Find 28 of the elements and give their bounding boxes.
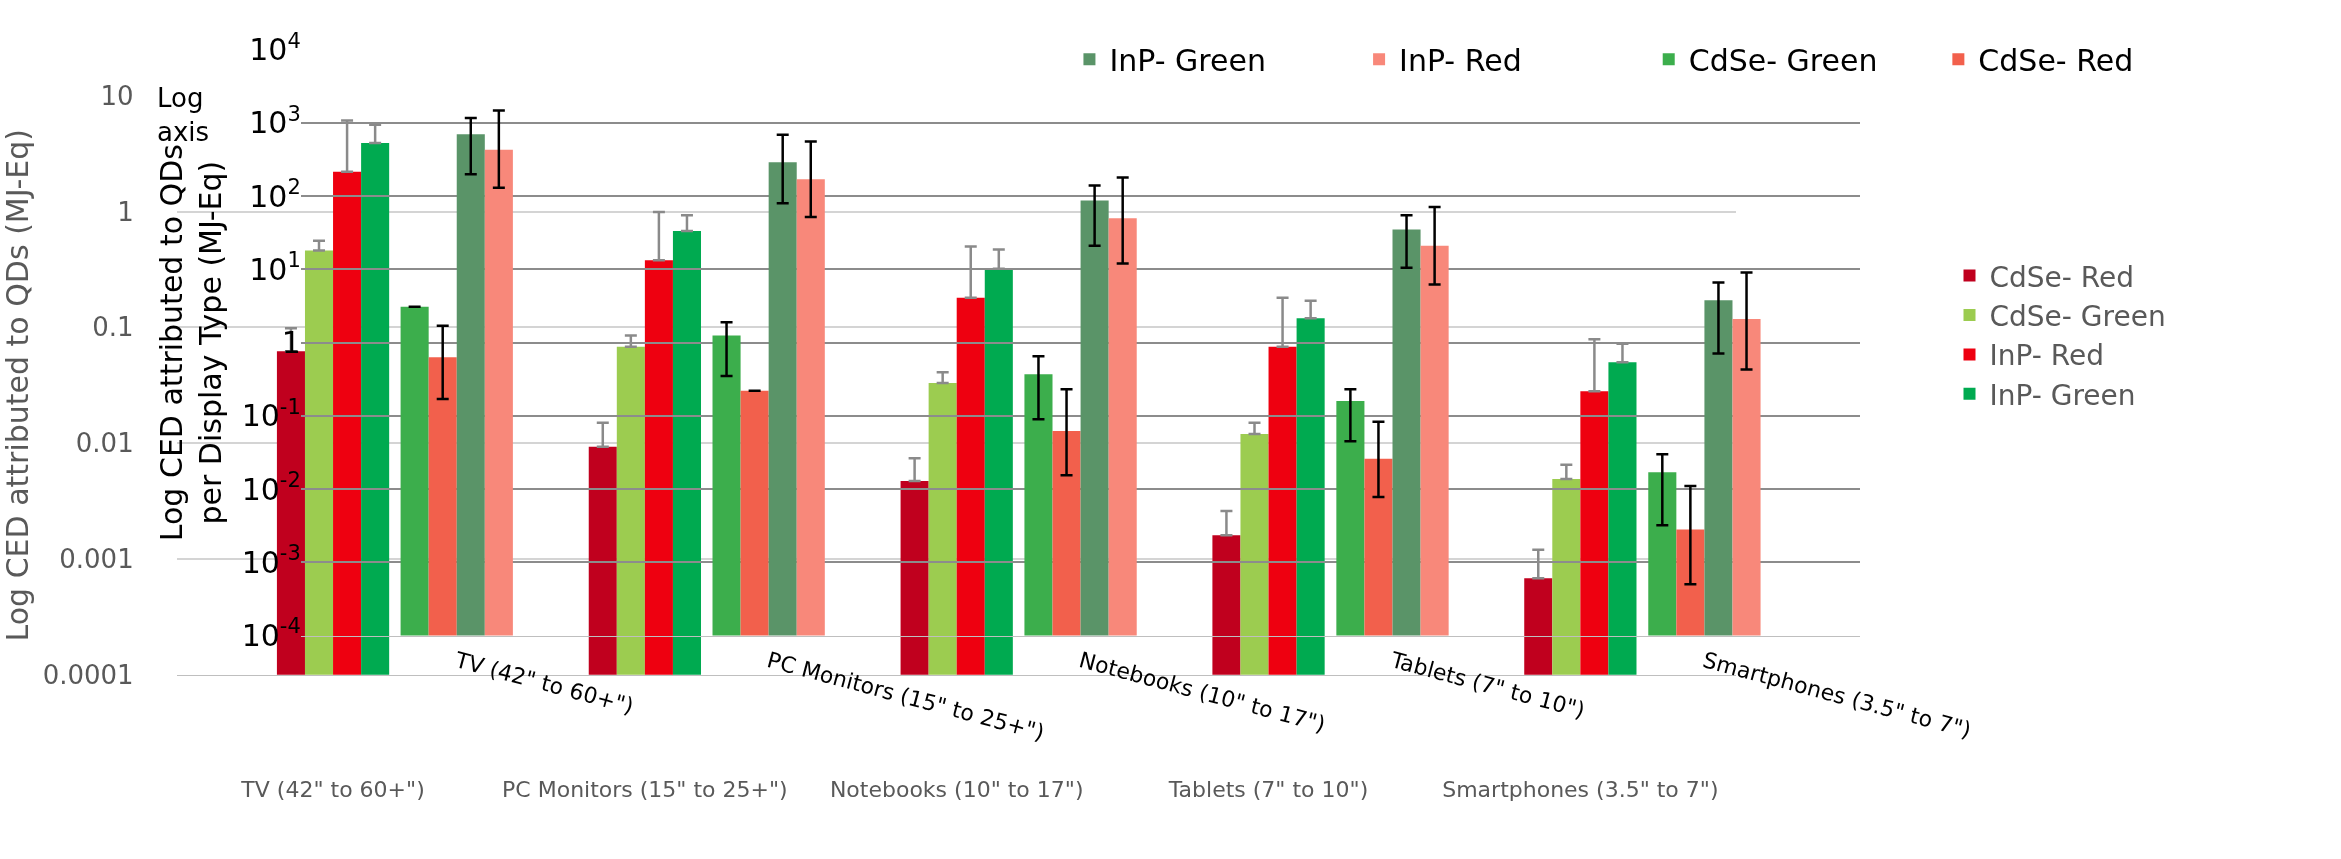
x-tick-label: Notebooks (10" to 17") [829, 777, 1084, 803]
legend-label: CdSe- Green [1989, 299, 2166, 333]
y-tick-label: 0.01 [75, 428, 134, 459]
x-tick-label: Tablets (7" to 10") [1387, 646, 1588, 723]
y-tick-label: 1 [281, 325, 301, 361]
legend-label: InP- Red [1989, 339, 2104, 373]
y-tick-label: 10$^{2}$ [249, 175, 301, 214]
y-tick-label: 0.1 [92, 312, 134, 343]
legend-label: InP- Green [1109, 43, 1266, 79]
legend-label: CdSe- Red [1989, 260, 2135, 294]
y-tick-label: 0.001 [59, 544, 134, 575]
legend-label: InP- Green [1989, 378, 2136, 412]
y-axis-title: Log CED attributed to QDs per Display Type (MJ-Eq) [153, 144, 228, 542]
y-tick-label: 10$^{1}$ [249, 248, 301, 287]
x-tick-label: PC Monitors (15" to 25+") [502, 777, 788, 803]
legend-label: InP- Red [1399, 43, 1522, 79]
y-tick-label: 1 [117, 196, 134, 227]
y-tick-label: 10$^{4}$ [249, 28, 301, 68]
y-tick-label: 0.0001 [42, 659, 134, 690]
y-tick-label: 10 [100, 80, 134, 111]
legend-label: CdSe- Red [1978, 43, 2134, 79]
x-tick-label: TV (42" to 60+") [451, 646, 637, 719]
x-tick-label: TV (42" to 60+") [240, 777, 425, 803]
legend-label: CdSe- Green [1688, 43, 1878, 79]
x-tick-label: Smartphones (3.5" to 7") [1442, 777, 1719, 803]
y-axis-title: Log CED attributed to QDs (MJ-Eq) [0, 128, 35, 642]
x-tick-label: Tablets (7" to 10") [1167, 777, 1369, 803]
y-tick-label: 10$^{3}$ [249, 101, 301, 141]
